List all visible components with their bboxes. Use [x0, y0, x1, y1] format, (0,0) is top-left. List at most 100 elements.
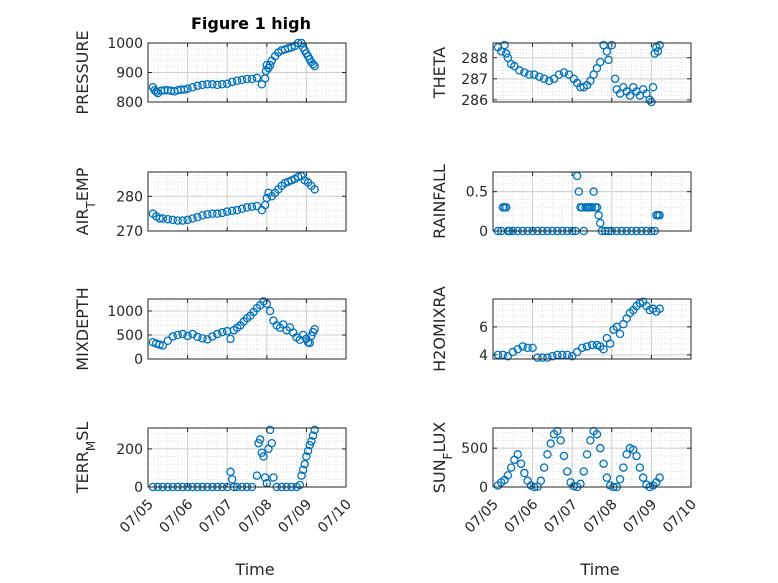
- data-point: [602, 47, 612, 56]
- data-point: [237, 75, 247, 85]
- y-tick-label: 200: [116, 442, 143, 458]
- data-point: [596, 443, 605, 453]
- data-point: [553, 350, 562, 360]
- data-point: [193, 212, 202, 222]
- data-point: [168, 332, 177, 341]
- data-point: [635, 463, 645, 472]
- data-point: [543, 353, 552, 362]
- data-point: [198, 334, 207, 343]
- data-point: [548, 351, 557, 361]
- data-point: [642, 89, 651, 98]
- y-axis-label: AIRTEMP: [73, 167, 98, 235]
- data-point: [496, 47, 506, 56]
- y-axis-label: RAINFALL: [430, 164, 449, 239]
- data-point: [232, 205, 242, 215]
- data-point: [226, 334, 235, 344]
- figure-title: Figure 1 high: [191, 14, 311, 33]
- data-point: [173, 216, 182, 225]
- data-point: [158, 214, 168, 223]
- y-tick-label: 1000: [107, 36, 143, 52]
- data-point: [226, 467, 235, 477]
- axes-box: [492, 42, 692, 103]
- data-point: [262, 193, 272, 203]
- data-point: [607, 40, 617, 50]
- data-point: [298, 465, 308, 475]
- data-point: [589, 70, 598, 79]
- data-point: [619, 463, 628, 472]
- data-point: [208, 332, 217, 341]
- axes-box: [492, 427, 692, 488]
- data-point: [163, 336, 173, 346]
- data-point: [559, 451, 569, 461]
- data-point: [308, 431, 318, 440]
- data-point: [158, 341, 168, 350]
- data-point: [257, 448, 267, 457]
- data-point: [305, 440, 314, 450]
- data-point: [178, 329, 187, 339]
- data-point: [592, 429, 602, 439]
- data-point: [579, 467, 589, 476]
- data-point: [513, 450, 523, 459]
- data-point: [594, 211, 603, 220]
- data-point: [582, 450, 592, 459]
- data-point: [203, 210, 212, 219]
- data-point: [227, 475, 237, 484]
- y-tick-label: 0: [479, 480, 488, 496]
- data-point: [242, 74, 252, 84]
- data-point: [183, 331, 192, 341]
- data-point: [307, 331, 316, 341]
- data-point: [227, 206, 237, 216]
- data-point: [310, 324, 319, 334]
- data-point: [604, 55, 613, 65]
- y-tick-label: 0: [479, 224, 488, 240]
- data-point: [217, 327, 227, 337]
- data-point: [586, 436, 595, 445]
- data-point: [173, 330, 182, 340]
- y-tick-label: 286: [461, 93, 488, 109]
- data-point: [655, 211, 664, 220]
- data-point: [247, 202, 257, 211]
- y-axis-label: TERRMSL: [73, 422, 98, 495]
- data-point: [252, 471, 262, 480]
- data-point: [599, 459, 608, 468]
- subplot-mixdepth: 0 500 1000 MIXDEPTH: [73, 287, 347, 371]
- data-point: [605, 339, 615, 348]
- data-point: [615, 329, 625, 339]
- data-point: [503, 351, 513, 361]
- data-point: [217, 80, 227, 89]
- y-axis-label: THETA: [430, 47, 449, 99]
- subplot-air-temp: 270 280 AIRTEMP: [73, 167, 347, 240]
- data-point: [516, 459, 526, 468]
- data-point: [506, 463, 516, 472]
- data-point: [520, 68, 529, 77]
- data-point: [563, 350, 572, 360]
- data-point: [168, 215, 177, 225]
- data-point: [208, 209, 217, 218]
- y-axis-label: PRESSURE: [73, 30, 92, 114]
- data-point: [539, 463, 549, 472]
- axes-box: [147, 427, 347, 488]
- y-tick-label: 900: [116, 66, 143, 82]
- data-point: [180, 85, 189, 94]
- data-point: [544, 76, 554, 86]
- data-point: [525, 70, 534, 79]
- data-point: [183, 215, 192, 225]
- data-point: [265, 60, 275, 70]
- data-point: [563, 467, 572, 476]
- data-point: [310, 61, 319, 71]
- y-tick-label: 287: [461, 72, 488, 88]
- data-point: [267, 438, 276, 448]
- y-tick-label: 6: [479, 320, 488, 336]
- data-point: [252, 201, 262, 211]
- data-point: [599, 344, 608, 354]
- data-point: [528, 343, 537, 353]
- data-point: [265, 306, 275, 316]
- data-point: [178, 216, 187, 225]
- data-point: [518, 342, 527, 351]
- data-point: [625, 91, 635, 100]
- data-point: [572, 347, 582, 357]
- data-point: [293, 172, 303, 182]
- data-point: [227, 77, 237, 87]
- data-point: [151, 87, 161, 96]
- data-point: [655, 473, 664, 482]
